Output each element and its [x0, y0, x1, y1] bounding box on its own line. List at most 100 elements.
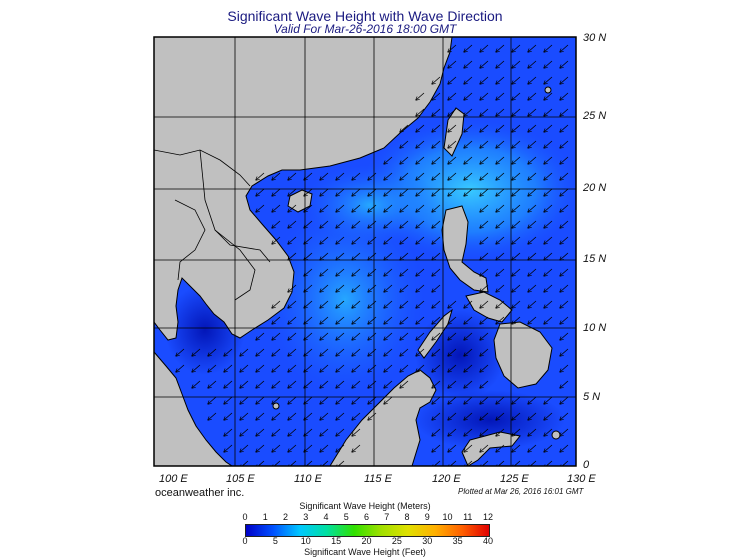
wave-direction-arrow-icon [528, 76, 537, 84]
wave-direction-arrow-icon [256, 396, 265, 404]
wave-direction-arrow-icon [416, 220, 425, 228]
wave-direction-arrow-icon [496, 76, 505, 84]
wave-direction-arrow-icon [352, 316, 361, 324]
credit-text: oceanweather inc. [155, 487, 245, 499]
wave-direction-arrow-icon [432, 284, 441, 292]
wave-direction-arrow-icon [560, 444, 569, 452]
colorbar-feet-tick: 35 [452, 536, 463, 546]
wave-direction-arrow-icon [416, 252, 425, 260]
wave-direction-arrow-icon [400, 284, 409, 292]
plotted-timestamp: Plotted at Mar 26, 2016 16:01 GMT [458, 487, 584, 496]
land-sulawesi [461, 431, 521, 466]
wave-direction-arrow-icon [304, 316, 313, 324]
wave-direction-arrow-icon [544, 220, 553, 228]
wave-direction-arrow-icon [544, 188, 553, 196]
wave-direction-arrow-icon [368, 300, 377, 308]
wave-direction-arrow-icon [448, 92, 457, 100]
wave-direction-arrow-icon [560, 284, 569, 292]
wave-direction-arrow-icon [464, 108, 473, 116]
wave-direction-arrow-icon [464, 156, 473, 164]
lon-label-100e: 100 E [159, 473, 188, 485]
wave-direction-arrow-icon [304, 284, 313, 292]
wave-direction-arrow-icon [480, 220, 489, 228]
wave-direction-arrow-icon [336, 444, 345, 452]
wave-direction-arrow-icon [400, 252, 409, 260]
wave-direction-arrow-icon [416, 140, 425, 148]
wave-direction-arrow-icon [304, 220, 313, 228]
wave-direction-arrow-icon [352, 236, 361, 244]
wave-direction-arrow-icon [320, 300, 329, 308]
wave-direction-arrow-icon [256, 348, 265, 356]
wave-direction-arrow-icon [496, 300, 505, 308]
colorbar-meters-tick: 1 [262, 512, 268, 522]
wave-direction-arrow-icon [544, 284, 553, 292]
wave-direction-arrow-icon [448, 460, 457, 466]
wave-direction-arrow-icon [512, 156, 521, 164]
wave-direction-arrow-icon [432, 316, 441, 324]
wave-direction-arrow-icon [528, 460, 537, 466]
wave-direction-arrow-icon [272, 316, 281, 324]
wave-direction-arrow-icon [336, 412, 345, 420]
wave-direction-arrow-icon [400, 156, 409, 164]
wave-direction-arrow-icon [288, 300, 297, 308]
wave-direction-arrow-icon [512, 92, 521, 100]
wave-direction-arrow-icon [352, 428, 361, 436]
wave-direction-arrow-icon [560, 364, 569, 372]
wave-direction-arrow-icon [432, 364, 441, 372]
colorbar-feet-tick: 30 [422, 536, 433, 546]
wave-direction-arrow-icon [464, 140, 473, 148]
wave-direction-arrow-icon [512, 444, 521, 452]
wave-direction-arrow-icon [320, 396, 329, 404]
wave-direction-arrow-icon [432, 140, 441, 148]
wave-direction-arrow-icon [256, 444, 265, 452]
wave-direction-arrow-icon [544, 252, 553, 260]
wave-direction-arrow-icon [384, 284, 393, 292]
wave-direction-arrow-icon [512, 428, 521, 436]
wave-direction-arrow-icon [448, 412, 457, 420]
wave-direction-arrow-icon [400, 364, 409, 372]
wave-direction-arrow-icon [384, 316, 393, 324]
wave-direction-arrow-icon [240, 396, 249, 404]
wave-direction-arrow-icon [384, 188, 393, 196]
wave-direction-arrow-icon [496, 188, 505, 196]
wave-direction-arrow-icon [448, 348, 457, 356]
wave-direction-arrow-icon [320, 172, 329, 180]
wave-direction-arrow-icon [496, 44, 505, 52]
wave-direction-arrow-icon [368, 220, 377, 228]
wave-direction-arrow-icon [272, 188, 281, 196]
wave-direction-arrow-icon [560, 188, 569, 196]
colorbar-meters-tick: 4 [323, 512, 329, 522]
wave-direction-arrow-icon [352, 284, 361, 292]
wave-direction-arrow-icon [496, 108, 505, 116]
wave-direction-arrow-icon [320, 412, 329, 420]
wave-direction-arrow-icon [480, 316, 489, 324]
wave-direction-arrow-icon [560, 220, 569, 228]
lon-label-130e: 130 E [567, 473, 596, 485]
wave-direction-arrow-icon [240, 348, 249, 356]
wave-direction-arrow-icon [208, 348, 217, 356]
wave-direction-arrow-icon [336, 396, 345, 404]
wave-direction-arrow-icon [368, 284, 377, 292]
wave-direction-arrow-icon [544, 60, 553, 68]
wave-direction-arrow-icon [480, 460, 489, 466]
wave-direction-arrow-icon [320, 252, 329, 260]
wave-direction-arrow-icon [528, 60, 537, 68]
wave-direction-arrow-icon [560, 140, 569, 148]
wave-direction-arrow-icon [288, 172, 297, 180]
wave-direction-arrow-icon [432, 268, 441, 276]
wave-direction-arrow-icon [416, 268, 425, 276]
wave-direction-arrow-icon [560, 396, 569, 404]
wave-direction-arrow-icon [320, 316, 329, 324]
wave-direction-arrow-icon [496, 268, 505, 276]
wave-direction-arrow-icon [528, 396, 537, 404]
wave-direction-arrow-icon [240, 364, 249, 372]
country-borders [154, 149, 271, 301]
wave-direction-arrow-icon [480, 140, 489, 148]
lon-label-110e: 110 E [294, 473, 322, 485]
wave-direction-arrow-icon [336, 380, 345, 388]
wave-direction-arrow-icon [432, 92, 441, 100]
colorbar-feet-tick: 40 [482, 536, 493, 546]
wave-direction-arrow-icon [288, 444, 297, 452]
wave-direction-arrow-icon [272, 380, 281, 388]
wave-direction-arrow-icon [560, 60, 569, 68]
